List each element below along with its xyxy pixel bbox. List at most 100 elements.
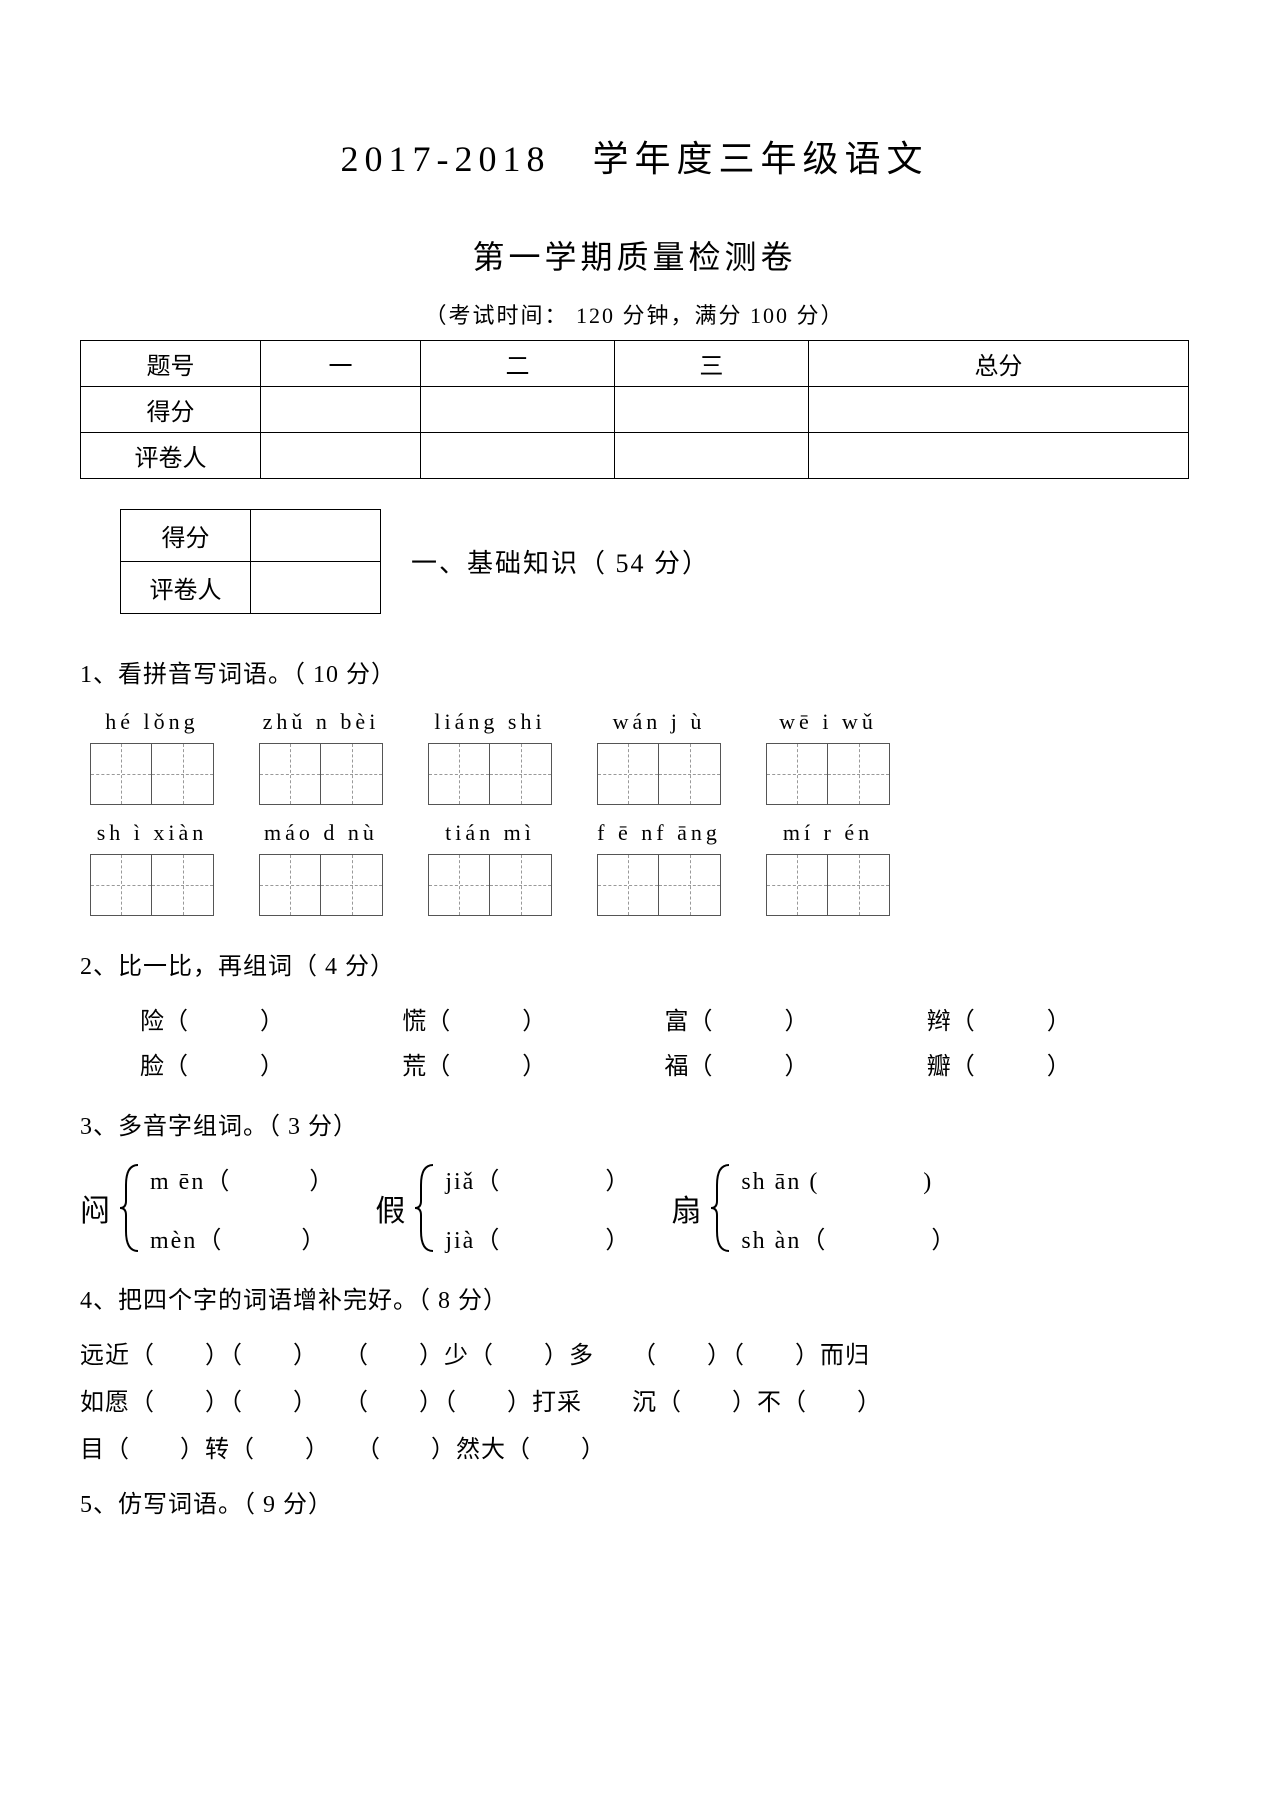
q4-line1[interactable]: 远近（ ）（ ） （ ）少（ ）多 （ ）（ ）而归 (80, 1335, 1189, 1370)
char-box[interactable] (152, 743, 214, 805)
char-grid (90, 854, 214, 916)
duoyin-group: 扇 sh ān ( ) sh àn（ ） (671, 1161, 957, 1255)
section-score-label: 得分 (121, 510, 251, 562)
pinyin-row-1: hé lǒng zhǔ n bèi liáng shi wán j ù wē i wǔ (90, 709, 1189, 805)
duoyin-options: sh ān ( ) sh àn（ ） (741, 1161, 957, 1255)
pinyin-block: sh ì xiàn (90, 820, 214, 916)
section-1-header: 得分 评卷人 一、基础知识（ 54 分） (120, 509, 1189, 614)
char-box[interactable] (321, 854, 383, 916)
char-box[interactable] (659, 743, 721, 805)
score-row-label: 得分 (81, 387, 261, 433)
duoyin-options: m ēn（ ） mèn（ ） (150, 1161, 335, 1255)
section-score-label: 评卷人 (121, 562, 251, 614)
char-box[interactable] (428, 743, 490, 805)
pinyin-label: f ē nf āng (597, 820, 721, 846)
char-grid (766, 854, 890, 916)
sub-title: 第一学期质量检测卷 (80, 232, 1189, 278)
pinyin-row-2: sh ì xiànmáo d nùtián mìf ē nf āngmí r é… (90, 820, 1189, 916)
pinyin-label: wē i wǔ (779, 709, 877, 735)
duoyin-option[interactable]: jiǎ（ ） (445, 1161, 631, 1196)
char-box[interactable] (597, 854, 659, 916)
q2-row2: 脸（ ） 荒（ ） 福（ ） 瓣（ ） (80, 1046, 1189, 1081)
char-box[interactable] (90, 854, 152, 916)
char-grid (259, 854, 383, 916)
q2-title: 2、比一比，再组词（ 4 分） (80, 946, 1189, 981)
pinyin-block: liáng shi (428, 709, 552, 805)
duoyin-group: 闷m ēn（ ）mèn（ ） (80, 1161, 335, 1255)
score-row-label: 评卷人 (81, 433, 261, 479)
compare-item[interactable]: 富（ ） (665, 1001, 927, 1036)
pinyin-block: f ē nf āng (597, 820, 721, 916)
char-box[interactable] (766, 854, 828, 916)
compare-item[interactable]: 辫（ ） (927, 1001, 1189, 1036)
q1-title: 1、看拼音写词语。（ 10 分） (80, 654, 1189, 689)
score-cell[interactable] (808, 433, 1188, 479)
score-cell[interactable] (421, 433, 615, 479)
score-row-label: 题号 (81, 341, 261, 387)
brace-icon (120, 1163, 140, 1253)
char-box[interactable] (152, 854, 214, 916)
pinyin-block: máo d nù (259, 820, 383, 916)
char-grid (259, 743, 383, 805)
score-cell[interactable] (808, 387, 1188, 433)
char-box[interactable] (428, 854, 490, 916)
compare-item[interactable]: 险（ ） (140, 1001, 402, 1036)
q4-title: 4、把四个字的词语增补完好。（ 8 分） (80, 1280, 1189, 1315)
compare-item[interactable]: 脸（ ） (140, 1046, 402, 1081)
char-box[interactable] (659, 854, 721, 916)
compare-item[interactable]: 瓣（ ） (927, 1046, 1189, 1081)
pinyin-label: hé lǒng (105, 709, 198, 735)
score-cell[interactable] (421, 387, 615, 433)
q4-line3[interactable]: 目（ ）转（ ） （ ）然大（ ） (80, 1429, 1189, 1464)
compare-item[interactable]: 福（ ） (665, 1046, 927, 1081)
pinyin-block: wē i wǔ (766, 709, 890, 805)
char-box[interactable] (321, 743, 383, 805)
duoyin-option[interactable]: sh àn（ ） (741, 1220, 957, 1255)
compare-item[interactable]: 慌（ ） (402, 1001, 664, 1036)
q3-title: 3、多音字组词。（ 3 分） (80, 1106, 1189, 1141)
char-box[interactable] (259, 743, 321, 805)
duoyin-options: jiǎ（ ） jià（ ） (445, 1161, 631, 1255)
score-col: 二 (421, 341, 615, 387)
pinyin-block: tián mì (428, 820, 552, 916)
score-cell[interactable] (261, 433, 421, 479)
pinyin-label: zhǔ n bèi (263, 709, 380, 735)
char-grid (766, 743, 890, 805)
char-box[interactable] (490, 854, 552, 916)
pinyin-label: sh ì xiàn (97, 820, 208, 846)
duoyin-option[interactable]: m ēn（ ） (150, 1161, 335, 1196)
score-col: 一 (261, 341, 421, 387)
duoyin-option[interactable]: mèn（ ） (150, 1220, 335, 1255)
char-grid (428, 743, 552, 805)
pinyin-label: wán j ù (613, 709, 706, 735)
section-score-cell[interactable] (251, 562, 381, 614)
score-table: 题号 一 二 三 总分 得分 评卷人 (80, 340, 1189, 479)
char-box[interactable] (828, 854, 890, 916)
score-cell[interactable] (614, 387, 808, 433)
duoyin-group: 假 jiǎ（ ） jià（ ） (375, 1161, 631, 1255)
char-box[interactable] (597, 743, 659, 805)
score-col: 总分 (808, 341, 1188, 387)
char-grid (428, 854, 552, 916)
score-cell[interactable] (614, 433, 808, 479)
char-box[interactable] (90, 743, 152, 805)
section-score-cell[interactable] (251, 510, 381, 562)
q4-line2[interactable]: 如愿（ ）（ ） （ ）（ ）打采 沉（ ）不（ ） (80, 1382, 1189, 1417)
q2-row1: 险（ ） 慌（ ） 富（ ） 辫（ ） (80, 1001, 1189, 1036)
char-box[interactable] (766, 743, 828, 805)
q5-title: 5、仿写词语。（ 9 分） (80, 1484, 1189, 1519)
exam-info: （考试时间： 120 分钟，满分 100 分） (80, 298, 1189, 330)
brace-icon (711, 1163, 731, 1253)
duoyin-char: 假 (375, 1186, 405, 1230)
score-col: 三 (614, 341, 808, 387)
duoyin-option[interactable]: sh ān ( ) (741, 1161, 957, 1196)
main-title: 2017-2018 学年度三年级语文 (80, 130, 1189, 182)
char-box[interactable] (490, 743, 552, 805)
section-1-title: 一、基础知识（ 54 分） (411, 543, 710, 580)
char-box[interactable] (828, 743, 890, 805)
char-box[interactable] (259, 854, 321, 916)
compare-item[interactable]: 荒（ ） (402, 1046, 664, 1081)
duoyin-option[interactable]: jià（ ） (445, 1220, 631, 1255)
duoyin-char: 扇 (671, 1186, 701, 1230)
score-cell[interactable] (261, 387, 421, 433)
